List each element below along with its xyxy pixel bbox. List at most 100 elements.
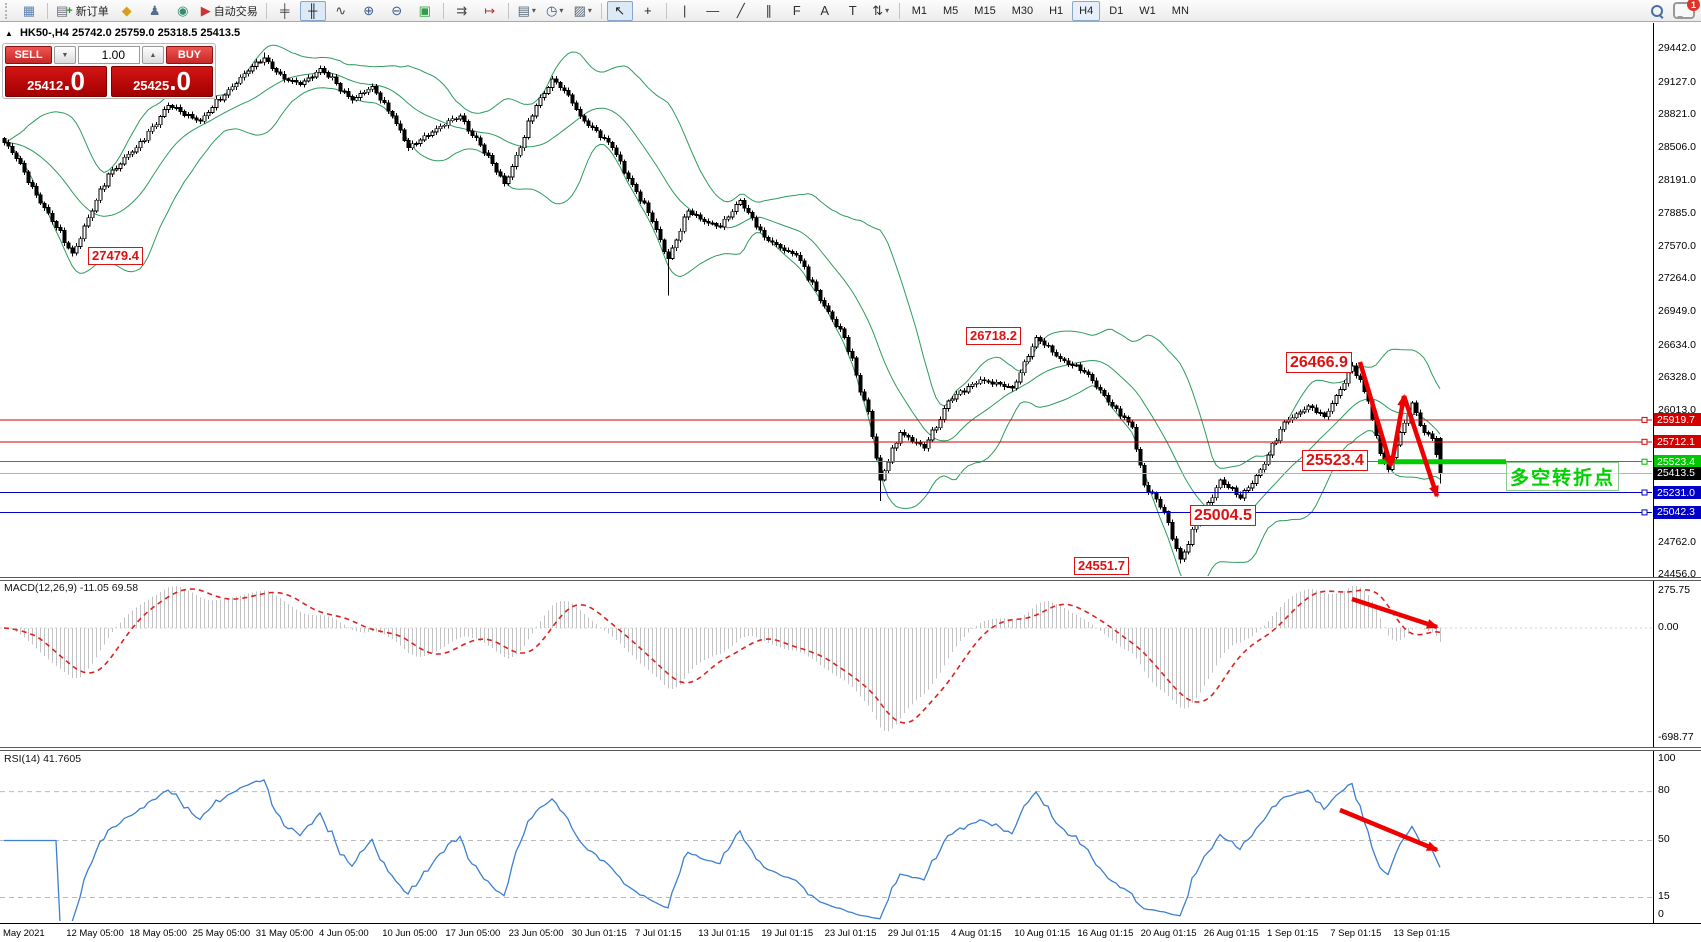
timeframe-m15[interactable]: M15 — [974, 4, 996, 17]
buy-price-main: 25425 — [133, 78, 170, 93]
price-annotation[interactable]: 24551.7 — [1074, 557, 1129, 575]
signal-icon[interactable]: ◉ — [170, 1, 196, 21]
new-order-button[interactable]: ▤ + 新订单 — [53, 1, 112, 21]
pane-separator-macd[interactable] — [0, 577, 1701, 581]
price-tick-label: 26634.0 — [1658, 338, 1696, 351]
buy-button[interactable]: BUY — [166, 46, 213, 64]
market-watch-icon[interactable]: ▦ — [16, 1, 42, 21]
auto-scroll-icon: ⇉ — [456, 2, 468, 18]
pane-separator-rsi[interactable] — [0, 747, 1701, 751]
price-tick-label: 26949.0 — [1658, 305, 1696, 318]
channel-icon[interactable]: ∥ — [756, 1, 782, 21]
line-chart-icon[interactable]: ∿ — [328, 1, 354, 21]
price-annotation[interactable]: 26466.9 — [1286, 352, 1352, 374]
volume-input[interactable]: 1.00 — [78, 46, 140, 64]
time-axis-label: 19 Jul 01:15 — [761, 928, 814, 939]
zoom-out-icon[interactable]: ⊖ — [384, 1, 410, 21]
dropdown-caret-icon: ▾ — [885, 6, 890, 15]
horizontal-line-icon[interactable]: — — [700, 1, 726, 21]
sell-button[interactable]: SELL — [5, 46, 52, 64]
cursor-icon[interactable]: ↖ — [606, 0, 633, 21]
price-annotation[interactable]: 25523.4 — [1302, 450, 1368, 472]
price-tick-label: 27264.0 — [1658, 272, 1696, 285]
rsi-scale-label: 80 — [1658, 784, 1670, 796]
vertical-line-icon[interactable]: | — [672, 1, 698, 21]
vertical-line-icon: | — [683, 3, 687, 18]
time-axis-label: 23 Jul 01:15 — [824, 928, 877, 939]
volume-up-button[interactable]: ▲ — [142, 46, 164, 64]
toolbar-separator — [47, 2, 48, 19]
channel-icon: ∥ — [765, 2, 772, 18]
price-annotation[interactable]: 26718.2 — [966, 327, 1021, 345]
horizontal-line-icon: — — [706, 3, 720, 18]
toolbar: ▦ ▤ + 新订单 ◆ ♟ ◉ ▶ 自动交易 ╪ ╫ ∿ ⊕ ⊖ ▣ ⇉ ↦ ▤ ▾ ◷ ▾ ▨ ▾ ↖ + | — ╱ ∥ F A T ⇅ ▾ M… — [0, 0, 1701, 22]
chat-icon[interactable]: 1 — [1673, 0, 1700, 19]
autotrade-button[interactable]: ▶ 自动交易 — [198, 1, 261, 21]
zoom-in-icon[interactable]: ⊕ — [356, 1, 382, 21]
price-annotation[interactable]: 25004.5 — [1190, 505, 1256, 527]
time-axis-label: 7 Jul 01:15 — [635, 928, 682, 939]
price-line-badge[interactable]: 25523.4 — [1654, 455, 1701, 469]
rsi-scale-label: 100 — [1658, 752, 1676, 764]
trendline-icon[interactable]: ╱ — [728, 1, 754, 21]
timeframe-h1[interactable]: H1 — [1049, 4, 1064, 17]
periods-icon[interactable]: ◷ ▾ — [542, 1, 568, 21]
volume-down-button[interactable]: ▼ — [54, 46, 76, 64]
time-axis-label: 1 Sep 01:15 — [1267, 928, 1319, 939]
price-tick-label: 28506.0 — [1658, 141, 1696, 154]
macd-scale-label: -698.77 — [1658, 731, 1694, 743]
expert-advisor-icon: ♟ — [148, 2, 161, 18]
tile-windows-icon[interactable]: ▣ — [412, 1, 438, 21]
timeframe-w1[interactable]: W1 — [1139, 4, 1156, 17]
timeframe-m1[interactable]: M1 — [911, 4, 928, 17]
sell-price-display[interactable]: 25412 .0 — [5, 66, 107, 97]
toolbar-separator — [600, 2, 602, 19]
timeframe-d1[interactable]: D1 — [1109, 4, 1124, 17]
price-scale[interactable]: 29442.0 29127.0 28821.0 28506.0 28191.0 27885… — [1653, 23, 1701, 923]
price-line-badge[interactable]: 25042.3 — [1654, 505, 1701, 519]
price-tick-label: 29442.0 — [1658, 42, 1696, 55]
timeframe-m30[interactable]: M30 — [1011, 4, 1034, 17]
text-icon[interactable]: A — [812, 1, 838, 21]
price-line-badge[interactable]: 25413.5 — [1654, 466, 1701, 480]
time-axis[interactable]: May 2021 12 May 05:00 18 May 05:00 25 May 0… — [0, 923, 1701, 942]
buy-price-display[interactable]: 25425 .0 — [111, 66, 213, 97]
price-annotation[interactable]: 27479.4 — [88, 247, 143, 265]
search-icon[interactable] — [1651, 4, 1664, 19]
timeframe-mn[interactable]: MN — [1171, 4, 1189, 17]
collapse-panel-icon[interactable]: ▲ — [5, 29, 13, 38]
sell-price-decimal: .0 — [63, 66, 85, 96]
line-chart-icon: ∿ — [335, 2, 347, 18]
bar-chart-icon: ╪ — [280, 3, 290, 18]
gold-icon[interactable]: ◆ — [114, 1, 140, 21]
symbol-header: ▲ HK50-,H4 25742.0 25759.0 25318.5 25413… — [5, 27, 240, 39]
candle-chart-icon[interactable]: ╫ — [299, 0, 326, 21]
price-tick-label: 27885.0 — [1658, 206, 1696, 219]
text-icon: A — [820, 3, 830, 18]
crosshair-icon[interactable]: + — [635, 1, 661, 21]
price-tick-label: 26328.0 — [1658, 370, 1696, 383]
zoom-out-icon: ⊖ — [391, 2, 403, 18]
time-axis-label: 17 Jun 05:00 — [445, 928, 501, 939]
bar-chart-icon[interactable]: ╪ — [272, 1, 298, 21]
turning-point-note[interactable]: 多空转折点 — [1506, 462, 1620, 491]
price-line-badge[interactable]: 25712.1 — [1654, 435, 1701, 449]
fibonacci-icon[interactable]: F — [784, 1, 810, 21]
price-line-badge[interactable]: 25231.0 — [1654, 486, 1701, 500]
text-label-icon[interactable]: T — [840, 1, 866, 21]
timeframe-m5[interactable]: M5 — [943, 4, 959, 17]
time-axis-label: 26 Aug 01:15 — [1203, 928, 1260, 939]
arrows-icon[interactable]: ⇅ ▾ — [868, 1, 894, 21]
price-line-badge[interactable]: 25919.7 — [1654, 413, 1701, 427]
chart-shift-icon[interactable]: ↦ — [477, 1, 503, 21]
auto-scroll-icon[interactable]: ⇉ — [449, 1, 475, 21]
expert-advisor-icon[interactable]: ♟ — [142, 1, 168, 21]
time-axis-label: 30 Jun 01:15 — [571, 928, 627, 939]
new-chart-icon[interactable]: ▤ ▾ — [514, 1, 540, 21]
timeframe-h4[interactable]: H4 — [1072, 0, 1101, 21]
time-axis-label: 13 Sep 01:15 — [1393, 928, 1450, 939]
price-tick-label: 28821.0 — [1658, 107, 1696, 120]
templates-icon[interactable]: ▨ ▾ — [570, 1, 596, 21]
toolbar-separator — [265, 2, 267, 19]
